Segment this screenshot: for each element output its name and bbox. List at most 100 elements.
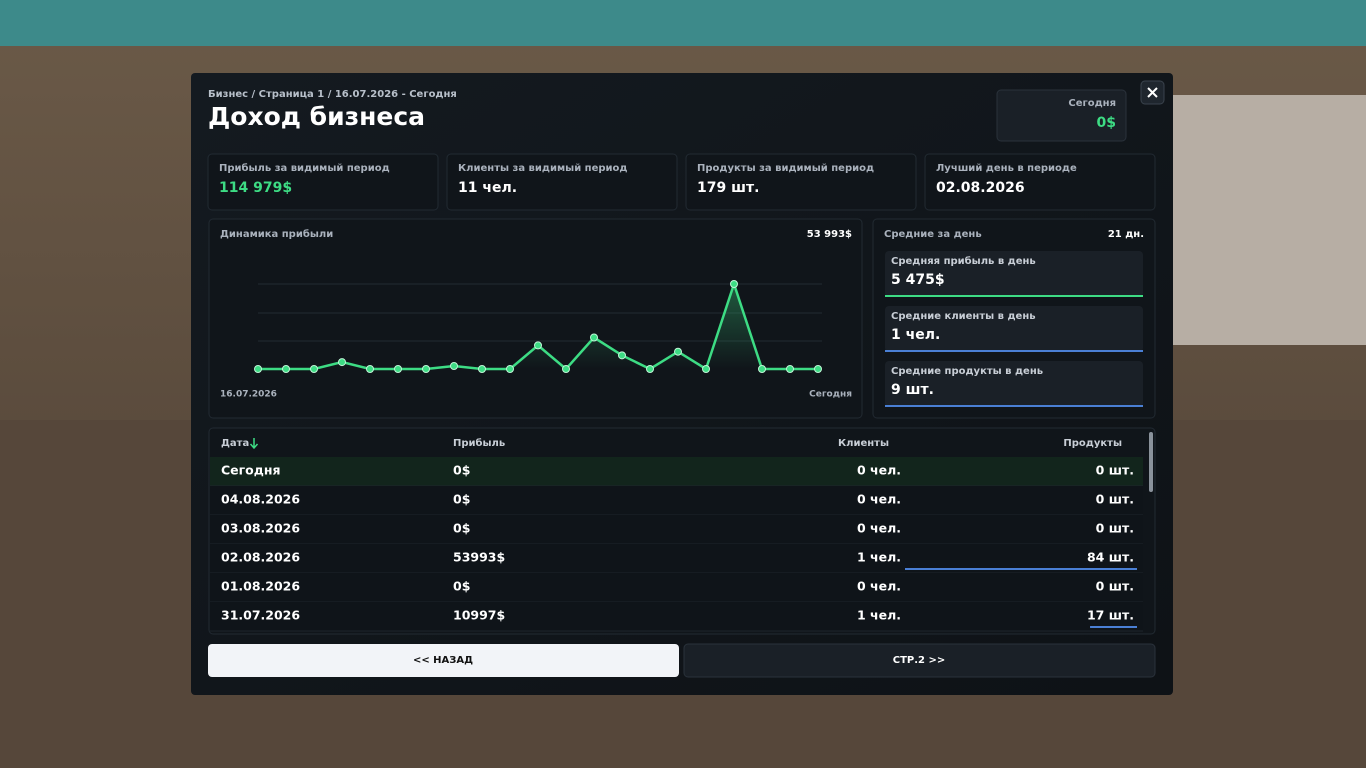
x-tick-label: Сегодня <box>809 390 852 400</box>
point <box>702 365 710 373</box>
chart-max-label: 53 993$ <box>807 229 852 240</box>
cell-profit: 10997$ <box>453 608 505 623</box>
cell-profit: 53993$ <box>453 550 505 565</box>
stat-label: Клиенты за видимый период <box>458 163 627 174</box>
cell-profit: 0$ <box>453 492 470 507</box>
back-label[interactable]: << НАЗАД <box>413 655 473 666</box>
sort-arrow[interactable] <box>249 438 259 450</box>
average-label: Средние клиенты в день <box>891 311 1036 322</box>
row-bg <box>210 457 1143 486</box>
stats: Прибыль за видимый период 114 979$ Клиенты… <box>207 153 1156 211</box>
cell-profit: 0$ <box>453 463 470 478</box>
point <box>478 365 486 373</box>
average-underline <box>885 405 1143 407</box>
average-card <box>885 361 1143 407</box>
cell-products: 84 шт. <box>1087 550 1134 565</box>
x-tick-label: 16.07.2026 <box>220 390 277 400</box>
stat-label: Лучший день в периоде <box>936 163 1077 174</box>
cell-clients: 0 чел. <box>857 463 901 478</box>
point <box>282 365 290 373</box>
column-header[interactable]: Клиенты <box>838 438 889 449</box>
area <box>258 284 818 369</box>
cell-products: 17 шт. <box>1087 608 1134 623</box>
point <box>730 280 738 288</box>
cell-products: 0 шт. <box>1096 579 1134 594</box>
column-header[interactable]: Продукты <box>1063 438 1122 449</box>
row-bg <box>210 573 1143 602</box>
average-value: 5 475$ <box>891 272 945 288</box>
point <box>366 365 374 373</box>
point <box>786 365 794 373</box>
stat-value: 02.08.2026 <box>936 180 1025 196</box>
cell-clients: 0 чел. <box>857 492 901 507</box>
column-header[interactable]: Дата <box>221 438 249 449</box>
today-value: 0$ <box>1097 115 1116 131</box>
table: Дата Прибыль Клиенты Продукты Сегодня 0$ 0 чел… <box>210 437 1143 632</box>
point <box>534 341 542 350</box>
averages-days: 21 дн. <box>1108 229 1144 240</box>
sky <box>0 0 1366 46</box>
title: Доход бизнеса <box>208 102 425 131</box>
cell-date: 01.08.2026 <box>221 579 300 594</box>
scrollbar[interactable] <box>1149 432 1153 492</box>
chart-title: Динамика прибыли <box>220 228 333 240</box>
point <box>310 365 318 373</box>
cell-date: Сегодня <box>221 463 281 478</box>
next-label[interactable]: СТР.2 >> <box>893 655 946 666</box>
cell-products: 0 шт. <box>1096 521 1134 536</box>
point <box>394 365 402 373</box>
average-label: Средние продукты в день <box>891 366 1043 377</box>
cell-date: 31.07.2026 <box>221 608 300 623</box>
stat-card <box>685 153 917 211</box>
averages: Средняя прибыль в день 5 475$ Средние клие… <box>885 251 1143 407</box>
billboard <box>1170 95 1366 345</box>
average-underline <box>885 350 1143 352</box>
cell-clients: 0 чел. <box>857 521 901 536</box>
cell-profit: 0$ <box>453 579 470 594</box>
average-value: 9 шт. <box>891 382 934 398</box>
average-underline <box>885 295 1143 297</box>
point <box>814 365 822 373</box>
average-label: Средняя прибыль в день <box>891 255 1036 267</box>
stat-card <box>207 153 439 211</box>
averages-title: Средние за день <box>884 229 982 240</box>
cell-products: 0 шт. <box>1096 463 1134 478</box>
point <box>338 358 346 367</box>
close-icon[interactable] <box>1147 87 1158 98</box>
cell-date: 02.08.2026 <box>221 550 300 565</box>
today-label: Сегодня <box>1068 98 1116 109</box>
row-bg <box>210 515 1143 544</box>
stat-label: Прибыль за видимый период <box>219 162 390 174</box>
products-bar <box>1090 626 1137 628</box>
stat-value: 179 шт. <box>697 180 759 196</box>
point <box>618 351 626 360</box>
cell-products: 0 шт. <box>1096 492 1134 507</box>
products-bar <box>905 568 1137 570</box>
stat-label: Продукты за видимый период <box>697 163 874 174</box>
average-value: 1 чел. <box>891 327 940 343</box>
row-bg <box>210 486 1143 515</box>
point <box>450 362 458 371</box>
point <box>590 333 598 342</box>
column-header[interactable]: Прибыль <box>453 437 505 449</box>
stat-card <box>924 153 1156 211</box>
cell-clients: 0 чел. <box>857 579 901 594</box>
today-box <box>996 89 1127 142</box>
chart: 16.07.2026 Сегодня <box>220 280 852 400</box>
breadcrumb: Бизнес / Страница 1 / 16.07.2026 - Сегод… <box>208 89 457 100</box>
average-card <box>885 306 1143 352</box>
point <box>674 347 682 356</box>
average-card <box>885 251 1143 297</box>
point <box>758 365 766 373</box>
next-button[interactable] <box>683 643 1156 678</box>
point <box>646 365 654 373</box>
cell-date: 03.08.2026 <box>221 521 300 536</box>
point <box>562 365 570 373</box>
row-bg <box>210 602 1143 631</box>
back-button[interactable] <box>208 644 679 677</box>
cell-clients: 1 чел. <box>857 550 901 565</box>
stat-card <box>446 153 678 211</box>
